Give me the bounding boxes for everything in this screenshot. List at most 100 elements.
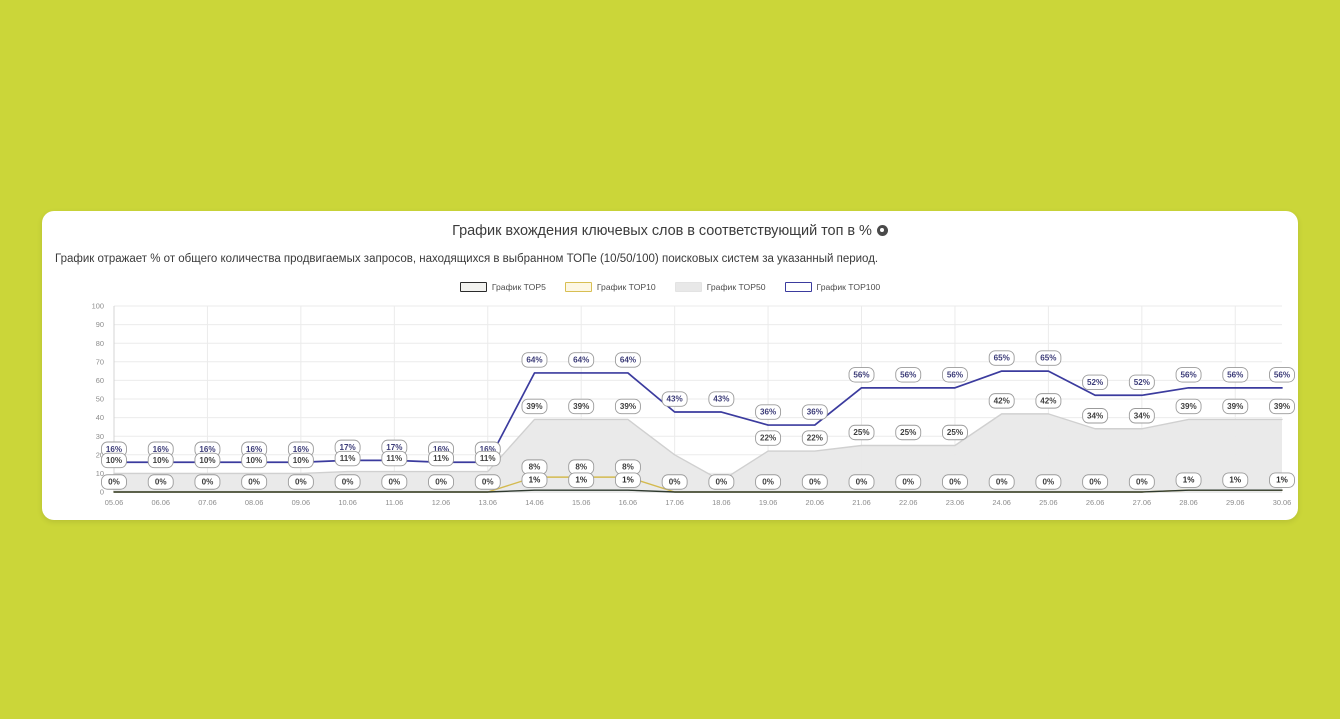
pill-label: 39% [1180, 402, 1196, 411]
data-label-График TOP50-21: 34% [1082, 408, 1109, 424]
data-label-График TOP10-8: 0% [474, 474, 501, 490]
pill-background [1035, 350, 1062, 366]
legend-item-3[interactable]: График TOP100 [784, 282, 880, 292]
pill-background [848, 367, 875, 383]
pill-label: 0% [809, 478, 821, 487]
pill-label: 10% [106, 456, 122, 465]
x-axis-tick-label: 26.06 [1086, 498, 1105, 507]
series-line-График TOP50 [113, 413, 1283, 482]
x-axis-tick-label: 19.06 [759, 498, 778, 507]
pill-background [708, 391, 735, 407]
pill-background [1082, 408, 1109, 424]
pill-label: 1% [575, 476, 587, 485]
legend-swatch-icon [459, 282, 487, 292]
data-label-График TOP10-19: 0% [988, 474, 1015, 490]
x-axis-tick-label: 16.06 [619, 498, 638, 507]
pill-label: 36% [760, 408, 776, 417]
pill-label: 1% [1229, 476, 1241, 485]
x-axis-tick-label: 23.06 [946, 498, 965, 507]
data-label-График TOP100-22: 52% [1128, 374, 1155, 390]
pill-background [1269, 367, 1295, 383]
pill-background [942, 474, 968, 490]
x-axis-tick-label: 22.06 [899, 498, 918, 507]
pill-background [147, 452, 174, 469]
pill-label: 0% [669, 478, 681, 487]
pill-label: 42% [994, 396, 1010, 405]
data-label-График TOP10-0: 0% [101, 474, 127, 490]
data-label-График TOP100-20: 65% [1035, 350, 1062, 366]
pill-background [568, 398, 595, 415]
data-label-График TOP50-19: 42% [988, 393, 1015, 409]
data-label-График TOP10-15: 0% [801, 474, 828, 490]
pill-label: 16% [153, 445, 169, 454]
pill-background [801, 404, 828, 420]
pill-label: 39% [1227, 402, 1243, 411]
data-label-График TOP50-14: 22% [755, 430, 782, 446]
pill-label: 1% [529, 476, 541, 485]
pill-label: 10% [199, 456, 215, 465]
pill-background [895, 424, 922, 441]
data-label-График TOP10-9: 8% [521, 459, 548, 475]
data-label-График TOP5-9: 1% [521, 472, 548, 488]
pill-label: 43% [713, 395, 729, 404]
data-label-График TOP100-18: 56% [942, 367, 968, 383]
pill-background [614, 472, 641, 488]
pill-label: 56% [900, 370, 916, 379]
data-label-График TOP5-11: 1% [614, 472, 641, 488]
pill-label: 0% [716, 478, 728, 487]
data-label-График TOP100-9: 64% [521, 352, 548, 368]
pill-label: 56% [947, 370, 963, 379]
pill-background [614, 352, 641, 368]
pill-background [241, 474, 268, 490]
pill-label: 52% [1134, 378, 1150, 387]
data-label-График TOP50-15: 22% [801, 430, 828, 446]
pill-background [942, 367, 968, 383]
pill-background [334, 450, 361, 467]
data-label-График TOP10-14: 0% [755, 474, 782, 490]
pill-label: 8% [529, 463, 541, 472]
pill-label: 0% [248, 478, 260, 487]
pill-label: 1% [1276, 476, 1288, 485]
data-label-График TOP10-17: 0% [895, 474, 922, 490]
pill-background [1175, 367, 1202, 383]
x-axis-tick-label: 08.06 [245, 498, 264, 507]
data-label-График TOP5-24: 1% [1222, 472, 1249, 488]
pill-background [1082, 474, 1109, 490]
pill-label: 56% [853, 370, 869, 379]
x-axis-tick-label: 24.06 [992, 498, 1011, 507]
pill-label: 39% [573, 402, 589, 411]
y-axis-tick-label: 100 [92, 302, 104, 311]
data-label-График TOP100-17: 56% [895, 367, 922, 383]
x-axis-tick-label: 25.06 [1039, 498, 1058, 507]
pill-label: 34% [1087, 411, 1103, 420]
pill-label: 36% [807, 408, 823, 417]
pill-label: 64% [573, 356, 589, 365]
data-label-График TOP50-3: 10% [241, 452, 268, 469]
pill-label: 10% [153, 456, 169, 465]
pill-background [661, 474, 688, 490]
x-axis-tick-label: 28.06 [1179, 498, 1198, 507]
x-axis-tick-label: 27.06 [1133, 498, 1152, 507]
info-icon[interactable] [876, 224, 888, 236]
x-axis-tick-label: 17.06 [665, 498, 684, 507]
data-label-График TOP50-11: 39% [614, 398, 641, 415]
pill-label: 11% [340, 454, 356, 463]
legend-item-1[interactable]: График TOP10 [564, 282, 656, 292]
legend-item-0[interactable]: График TOP5 [459, 282, 546, 292]
pill-label: 0% [996, 478, 1008, 487]
y-axis-tick-label: 10 [96, 469, 104, 478]
data-label-График TOP50-0: 10% [101, 452, 127, 469]
pill-background [1175, 472, 1202, 488]
pill-background [474, 450, 501, 467]
data-label-График TOP50-2: 10% [194, 452, 221, 469]
pill-background [1222, 367, 1249, 383]
data-label-График TOP5-10: 1% [568, 472, 595, 488]
y-axis-tick-label: 70 [96, 357, 104, 366]
data-label-График TOP100-12: 43% [661, 391, 688, 407]
legend-item-2[interactable]: График TOP50 [674, 282, 766, 292]
pill-background [942, 424, 968, 441]
data-label-График TOP10-21: 0% [1082, 474, 1109, 490]
data-label-График TOP50-10: 39% [568, 398, 595, 415]
pill-label: 0% [762, 478, 774, 487]
pill-background [428, 450, 454, 467]
